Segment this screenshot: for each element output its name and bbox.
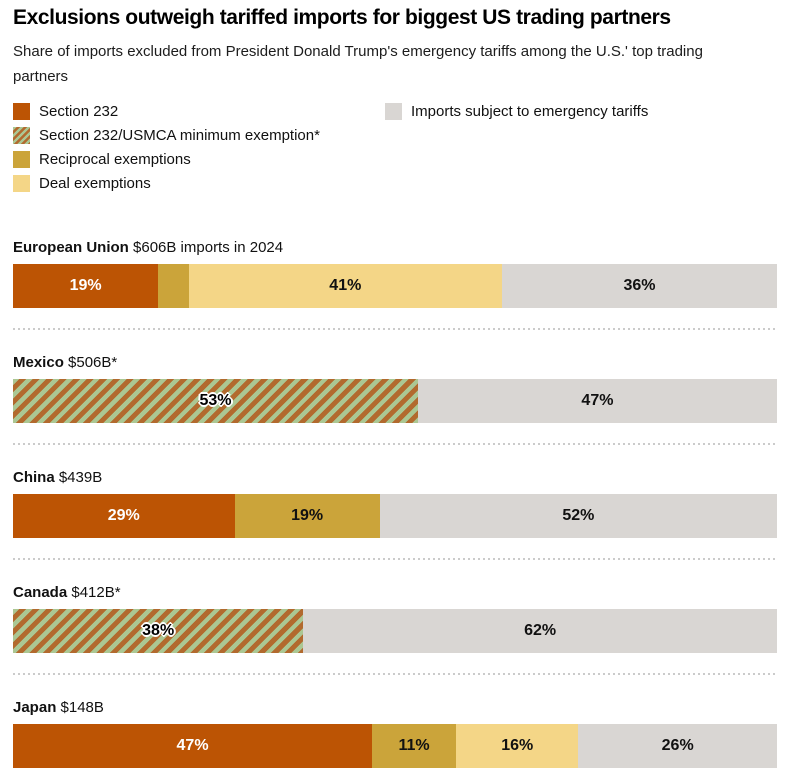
legend-label-section232: Section 232 [39, 102, 119, 120]
legend-item-usmca: Section 232/USMCA minimum exemption* [13, 123, 385, 147]
country-value: $606B imports in 2024 [128, 239, 284, 256]
row-label-china: China $439B [13, 469, 777, 487]
bar-segment-usmca: 53% [13, 379, 418, 423]
segment-value-label: 47% [581, 392, 614, 409]
bar-segment-tariffed: 26% [578, 724, 777, 768]
legend-item-deal: Deal exemptions [13, 171, 385, 195]
chart-container: Exclusions outweigh tariffed imports for… [0, 6, 790, 768]
bar-segment-section232: 47% [13, 724, 373, 768]
chart-subtitle: Share of imports excluded from President… [13, 43, 703, 85]
segment-value-label: 38% [142, 622, 175, 639]
segment-value-label: 36% [623, 277, 656, 294]
segment-value-label: 11% [398, 737, 430, 754]
country-value: $412B* [67, 584, 121, 601]
legend-column-left: Section 232 Section 232/USMCA minimum exe… [13, 99, 385, 195]
chart-title: Exclusions outweigh tariffed imports for… [13, 6, 671, 29]
country-name: China [13, 469, 55, 486]
legend-label-usmca: Section 232/USMCA minimum exemption* [39, 126, 320, 144]
segment-value-label: 19% [291, 507, 324, 524]
segment-value-label: 29% [107, 507, 140, 524]
country-name: Japan [13, 699, 57, 716]
stacked-bar-canada: 38% 62% [13, 609, 777, 653]
segment-value-label: 47% [176, 737, 209, 754]
country-value: $439B [54, 469, 103, 486]
country-name: Mexico [13, 354, 64, 371]
country-name: European Union [13, 239, 129, 256]
country-name: Canada [13, 584, 68, 601]
row-separator [13, 673, 777, 675]
segment-value-label: 53% [199, 392, 232, 409]
country-value: $506B* [63, 354, 118, 371]
legend-item-reciprocal: Reciprocal exemptions [13, 147, 385, 171]
bar-segment-deal: 41% [188, 264, 502, 308]
legend-swatch-reciprocal [13, 150, 30, 168]
bar-segment-reciprocal [158, 264, 189, 308]
legend-label-reciprocal: Reciprocal exemptions [39, 150, 191, 168]
legend-item-section232: Section 232 [13, 99, 385, 123]
bar-segment-reciprocal: 19% [234, 494, 380, 538]
legend-swatch-deal [13, 174, 30, 192]
legend-column-right: Imports subject to emergency tariffs [385, 99, 648, 195]
row-label-japan: Japan $148B [13, 699, 777, 717]
legend-swatch-usmca [13, 126, 30, 144]
bar-segment-tariffed: 36% [501, 264, 777, 308]
bar-segment-section232: 19% [13, 264, 159, 308]
row-label-canada: Canada $412B* [13, 584, 777, 602]
bar-segment-usmca: 38% [13, 609, 304, 653]
segment-value-label: 16% [501, 737, 534, 754]
segment-value-label: 52% [562, 507, 595, 524]
legend-item-tariffed: Imports subject to emergency tariffs [385, 99, 648, 123]
stacked-bar-china: 29% 19% 52% [13, 494, 777, 538]
segment-value-label: 41% [329, 277, 362, 294]
legend-swatch-tariffed [385, 102, 402, 120]
stacked-bar-european-union: 19% 41% 36% [13, 264, 777, 308]
bar-segment-deal: 16% [456, 724, 579, 768]
segment-value-label: 62% [524, 622, 557, 639]
bar-segment-tariffed: 47% [417, 379, 777, 423]
bar-segment-tariffed: 62% [303, 609, 777, 653]
stacked-bar-japan: 47% 11% 16% 26% [13, 724, 777, 768]
bar-segment-reciprocal: 11% [372, 724, 457, 768]
chart-rows: European Union $606B imports in 2024 19% 4… [13, 239, 777, 768]
legend-swatch-section232 [13, 102, 30, 120]
legend-label-tariffed: Imports subject to emergency tariffs [411, 102, 649, 120]
legend-label-deal: Deal exemptions [39, 174, 151, 192]
segment-value-label: 26% [661, 737, 694, 754]
stacked-bar-mexico: 53% 47% [13, 379, 777, 423]
bar-segment-section232: 29% [13, 494, 235, 538]
row-separator [13, 328, 777, 330]
row-label-european-union: European Union $606B imports in 2024 [13, 239, 777, 257]
row-separator [13, 443, 777, 445]
row-separator [13, 558, 777, 560]
segment-value-label: 19% [69, 277, 102, 294]
row-label-mexico: Mexico $506B* [13, 354, 777, 372]
legend: Section 232 Section 232/USMCA minimum exe… [13, 99, 777, 195]
country-value: $148B [56, 699, 104, 716]
bar-segment-tariffed: 52% [379, 494, 777, 538]
